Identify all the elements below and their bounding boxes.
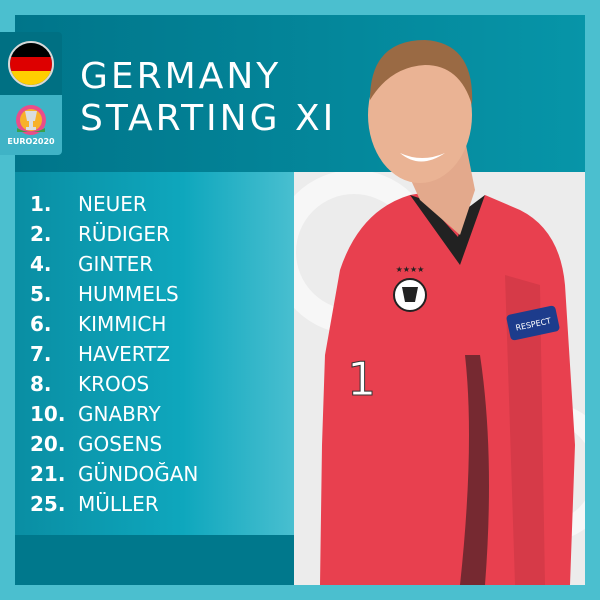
page-title: GERMANY STARTING XI [80, 56, 336, 140]
player-name: GINTER [78, 252, 154, 276]
trophy-icon [16, 105, 46, 135]
lineup-row: 10. GNABRY [30, 399, 198, 429]
lineup-row: 7. HAVERTZ [30, 339, 198, 369]
lineup-list: 1. NEUER 2. RÜDIGER 4. GINTER 5. HUMMELS 6. KIMMI… [30, 189, 198, 519]
lineup-row: 25. MÜLLER [30, 489, 198, 519]
player-number: 8. [30, 372, 52, 396]
player-number: 20. [30, 432, 66, 456]
player-name: KROOS [78, 372, 150, 396]
player-number: 4. [30, 252, 52, 276]
flag-badge [0, 32, 62, 95]
lineup-row: 6. KIMMICH [30, 309, 198, 339]
lineup-row: 20. GOSENS [30, 429, 198, 459]
player-number: 5. [30, 282, 52, 306]
player-name: HAVERTZ [78, 342, 171, 366]
euro2020-logo: EURO2020 [0, 95, 62, 155]
title-line-1: GERMANY [80, 56, 282, 97]
player-name: GOSENS [78, 432, 163, 456]
lineup-row: 1. NEUER [30, 189, 198, 219]
player-photo: ★★★★ 1 RESPECT [320, 40, 575, 585]
lineup-row: 4. GINTER [30, 249, 198, 279]
lineup-row: 8. KROOS [30, 369, 198, 399]
title-line-2: STARTING XI [80, 98, 337, 139]
player-number: 10. [30, 402, 66, 426]
germany-flag-icon [8, 40, 54, 87]
lineup-row: 2. RÜDIGER [30, 219, 198, 249]
player-name: HUMMELS [78, 282, 179, 306]
bottom-band [15, 535, 295, 585]
player-number: 25. [30, 492, 66, 516]
lineup-row: 21. GÜNDOĞAN [30, 459, 198, 489]
player-name: NEUER [78, 192, 147, 216]
player-number: 2. [30, 222, 52, 246]
svg-text:★★★★: ★★★★ [396, 265, 425, 274]
header [15, 15, 585, 172]
player-number: 6. [30, 312, 52, 336]
player-number: 7. [30, 342, 52, 366]
shirt-number: 1 [347, 352, 376, 406]
player-number: 21. [30, 462, 66, 486]
euro2020-text: EURO2020 [7, 137, 55, 146]
player-number: 1. [30, 192, 52, 216]
player-name: GNABRY [78, 402, 161, 426]
lineup-background [15, 172, 295, 535]
player-name: GÜNDOĞAN [78, 462, 199, 486]
player-name: MÜLLER [78, 492, 159, 516]
player-name: KIMMICH [78, 312, 167, 336]
player-name: RÜDIGER [78, 222, 170, 246]
lineup-row: 5. HUMMELS [30, 279, 198, 309]
